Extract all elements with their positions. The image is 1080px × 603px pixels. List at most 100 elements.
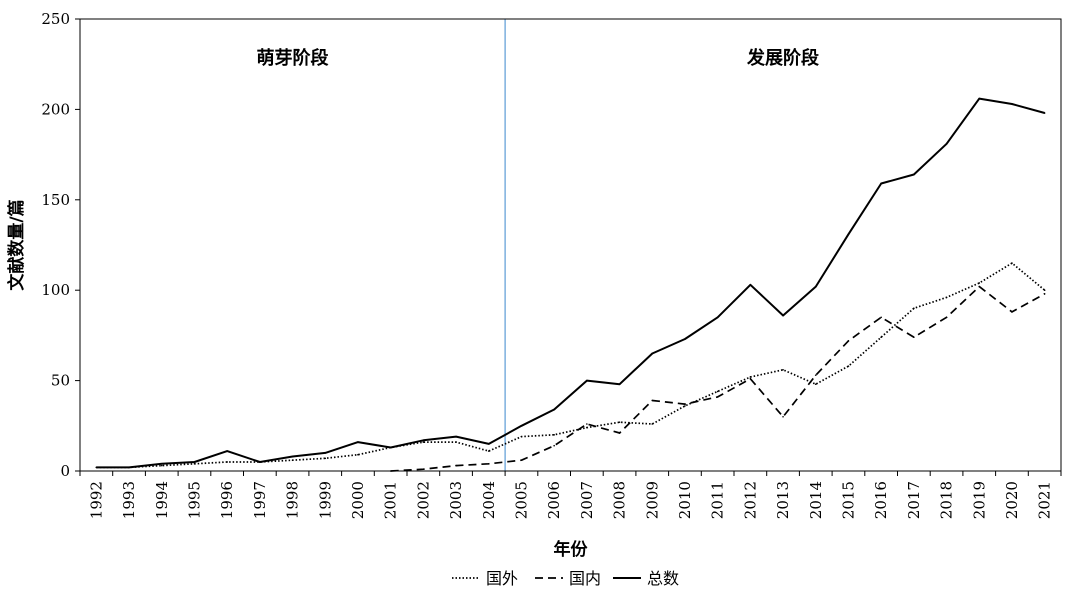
data-point	[226, 461, 228, 463]
data-point	[487, 462, 490, 465]
data-point	[553, 434, 555, 436]
series-layer	[95, 97, 1046, 472]
x-tick-label: 2008	[611, 481, 629, 519]
x-tick-label: 2003	[447, 481, 465, 519]
y-tick-label: 250	[41, 10, 70, 28]
data-point	[487, 450, 490, 452]
x-tick-label: 2001	[382, 481, 400, 519]
x-tick-label: 1996	[218, 481, 236, 519]
x-tick-label: 1999	[316, 481, 334, 519]
data-point	[193, 461, 196, 463]
x-tick-label: 2011	[709, 481, 727, 519]
data-point	[324, 457, 327, 460]
x-tick-label: 2000	[349, 481, 367, 519]
x-tick-label: 1997	[251, 481, 269, 519]
data-point	[847, 365, 850, 367]
data-point	[880, 182, 882, 185]
legend-label: 国外	[486, 569, 518, 588]
data-point	[847, 233, 850, 235]
x-tick-label: 2012	[741, 481, 759, 519]
data-point	[1043, 112, 1046, 114]
x-tick-label: 1995	[185, 481, 203, 519]
x-tick-label: 2018	[938, 481, 956, 519]
data-point	[586, 426, 588, 429]
data-point	[749, 283, 752, 286]
data-point	[95, 466, 98, 469]
data-point	[357, 453, 359, 456]
x-tick-label: 2005	[512, 481, 530, 519]
data-point	[553, 408, 555, 411]
data-point	[455, 435, 457, 438]
data-point	[880, 316, 882, 319]
data-point	[814, 383, 817, 386]
x-tick-label: 2013	[774, 481, 792, 519]
data-point	[684, 338, 686, 340]
data-point	[128, 466, 130, 469]
data-point	[618, 421, 621, 423]
data-point	[455, 464, 457, 467]
data-point	[586, 379, 588, 382]
data-point	[1011, 262, 1013, 264]
legend-label: 总数	[647, 569, 679, 588]
data-point	[782, 314, 784, 317]
x-tick-label: 2020	[1003, 481, 1021, 519]
y-tick-label: 100	[41, 281, 70, 299]
x-tick-label: 1993	[120, 481, 138, 519]
data-point	[422, 468, 425, 470]
data-point	[684, 403, 686, 405]
data-point	[487, 443, 490, 445]
legend-label: 国内	[569, 569, 601, 588]
y-axis-title: 文献数量/篇	[6, 199, 27, 290]
data-point	[1043, 293, 1046, 295]
legend: 国外 国内 总数	[452, 569, 679, 588]
phase-label: 萌芽阶段	[257, 47, 330, 69]
data-point	[259, 461, 261, 463]
x-tick-label: 2006	[545, 481, 563, 519]
x-tick-label: 2009	[643, 481, 661, 519]
data-point	[553, 444, 555, 447]
data-point	[716, 316, 719, 319]
data-point	[618, 432, 621, 434]
x-tick-label: 2021	[1036, 481, 1054, 519]
axes: 0 50 100 150 200 250 1992 1993 1994 1995 1996 1997 1…	[41, 10, 1062, 519]
data-point	[618, 383, 621, 386]
x-tick-label: 2010	[676, 481, 694, 519]
data-point	[716, 390, 719, 393]
data-point	[880, 336, 882, 339]
data-point	[651, 423, 654, 425]
data-point	[422, 441, 425, 443]
data-point	[357, 441, 359, 443]
data-point	[945, 316, 948, 319]
data-point	[978, 97, 981, 100]
data-point	[945, 142, 948, 145]
phase-label: 发展阶段	[746, 47, 820, 69]
data-point	[193, 462, 196, 465]
data-point	[913, 336, 915, 339]
data-point	[160, 464, 163, 467]
data-point	[160, 462, 163, 465]
data-point	[782, 415, 784, 418]
data-point	[814, 374, 817, 376]
data-point	[422, 439, 425, 442]
data-point	[749, 376, 752, 378]
x-tick-label: 2002	[414, 481, 432, 519]
y-tick-label: 0	[60, 462, 70, 480]
x-tick-label: 1998	[284, 481, 302, 519]
x-tick-label: 2007	[578, 481, 596, 519]
data-point	[651, 399, 654, 402]
data-point	[324, 452, 327, 454]
data-point	[455, 441, 457, 443]
data-point	[291, 459, 294, 461]
x-tick-label: 2017	[905, 481, 923, 519]
x-axis-title: 年份	[554, 539, 589, 560]
data-point	[814, 285, 817, 288]
data-point	[913, 307, 915, 310]
data-point	[520, 435, 523, 438]
series-line-3	[96, 97, 1045, 469]
data-point	[716, 396, 719, 398]
data-point	[389, 446, 392, 449]
data-point	[226, 450, 228, 452]
data-point	[1011, 103, 1013, 105]
